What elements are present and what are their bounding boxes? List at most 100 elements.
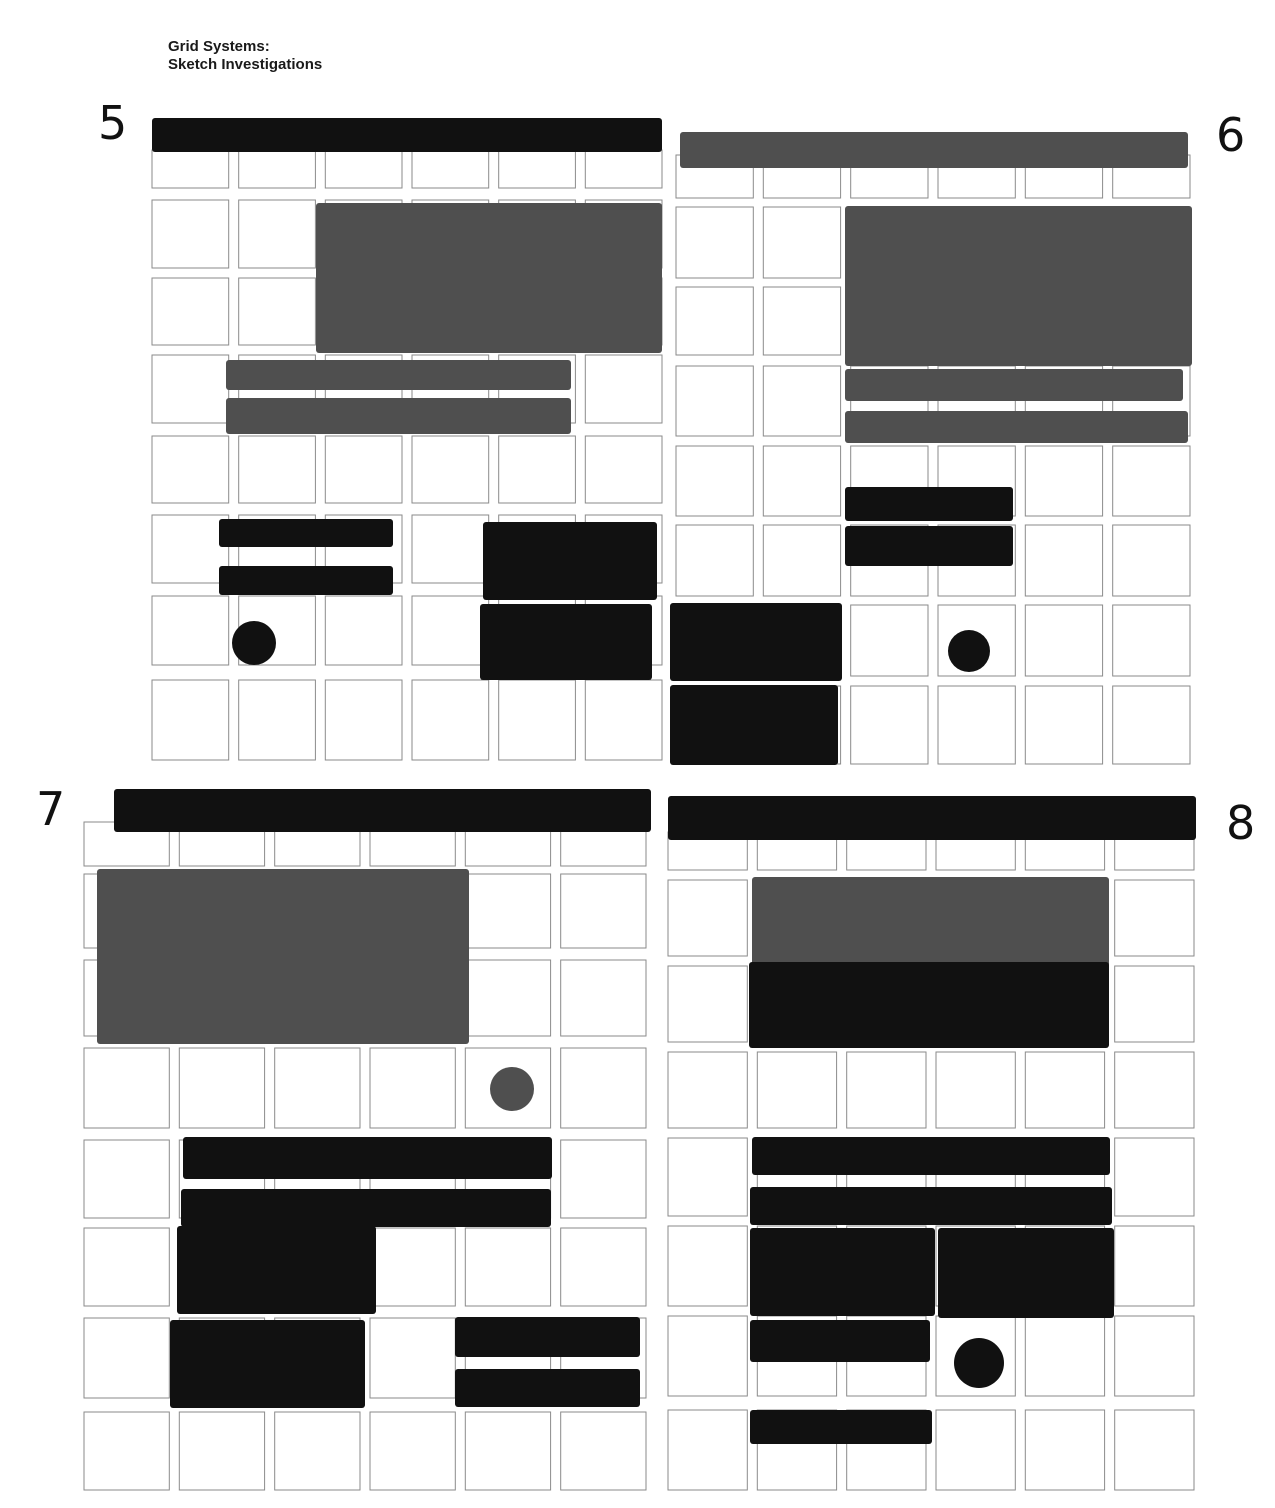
content-block — [750, 1228, 935, 1316]
sketch-number-6: 6 — [1216, 108, 1246, 162]
grid-cell — [937, 685, 1016, 765]
grid-cell — [935, 1409, 1016, 1491]
image-block — [845, 206, 1192, 366]
grid-cell — [762, 286, 842, 356]
grid-cell — [151, 679, 230, 761]
grid-cell — [675, 286, 754, 356]
content-block — [670, 685, 838, 765]
grid-cell — [850, 604, 929, 677]
grid-cell — [584, 149, 663, 189]
image-block — [749, 962, 1109, 1048]
grid-cell — [675, 206, 754, 279]
grid-cell — [324, 435, 403, 504]
grid-cell — [1024, 1315, 1106, 1397]
text-bar — [183, 1137, 552, 1179]
grid-cell — [151, 435, 230, 504]
bullet-dot — [490, 1067, 534, 1111]
grid-cell — [1024, 685, 1104, 765]
grid-cell — [1112, 524, 1191, 597]
grid-cell — [667, 1409, 748, 1491]
content-block — [670, 603, 842, 681]
grid-cell — [675, 445, 754, 517]
content-block — [480, 604, 652, 680]
grid-cell — [369, 1411, 456, 1491]
grid-cell — [83, 1411, 170, 1491]
grid-cell — [1114, 1409, 1195, 1491]
grid-cell — [151, 354, 230, 424]
grid-cell — [1114, 1315, 1195, 1397]
text-bar — [845, 526, 1013, 566]
content-block — [483, 522, 657, 600]
ink-layer — [97, 118, 1196, 1444]
grid-cell — [762, 206, 842, 279]
grid-cell — [584, 354, 663, 424]
sketch-number-8: 8 — [1226, 796, 1256, 850]
grid-cell — [151, 514, 230, 584]
grid-cell — [850, 685, 929, 765]
bullet-dot — [954, 1338, 1004, 1388]
headline-bar — [680, 132, 1188, 168]
bullet-dot — [232, 621, 276, 665]
grid-cell — [1114, 879, 1195, 957]
grid-cell — [411, 149, 490, 189]
grid-cell — [560, 1227, 647, 1307]
sketch-number-7: 7 — [36, 782, 66, 836]
grid-cell — [1024, 1051, 1106, 1129]
grid-cell — [1114, 1225, 1195, 1307]
content-block — [170, 1320, 365, 1408]
headline-bar — [152, 118, 662, 152]
text-bar — [750, 1410, 932, 1444]
grid-cell — [411, 514, 490, 584]
grid-cell — [238, 679, 316, 761]
grid-cell — [464, 959, 552, 1037]
grid-cell — [1024, 445, 1104, 517]
grid-cell — [238, 435, 316, 504]
grid-cell — [1024, 604, 1104, 677]
content-block — [177, 1226, 376, 1314]
grid-cell — [411, 435, 490, 504]
text-bar — [845, 487, 1013, 521]
grid-cell — [560, 1411, 647, 1491]
grid-cell — [762, 365, 842, 437]
text-bar — [219, 519, 393, 547]
text-bar — [226, 398, 571, 434]
image-block — [752, 877, 1109, 967]
grid-cell — [464, 1227, 552, 1307]
grid-cell — [369, 1317, 456, 1399]
grid-cell — [411, 595, 490, 666]
grid-cell — [762, 445, 842, 517]
grid-cell — [369, 1047, 456, 1129]
grid-cell — [324, 149, 403, 189]
grid-cell — [846, 1051, 927, 1129]
grid-cell — [762, 524, 842, 597]
grid-cell — [464, 1411, 552, 1491]
grid-cell — [560, 959, 647, 1037]
text-bar — [845, 411, 1188, 443]
grid-cell — [498, 149, 576, 189]
grid-cell — [464, 873, 552, 949]
grid-cell — [238, 149, 316, 189]
grid-cell — [1114, 1051, 1195, 1129]
grid-cell — [1112, 604, 1191, 677]
grid-cell — [83, 1227, 170, 1307]
text-bar — [181, 1189, 551, 1227]
grid-cell — [667, 1315, 748, 1397]
grid-cell — [1114, 965, 1195, 1043]
title-line-1: Grid Systems: — [168, 38, 270, 55]
content-block — [938, 1228, 1114, 1318]
image-block — [97, 869, 469, 1044]
text-bar — [455, 1369, 640, 1407]
sketch-number-5: 5 — [98, 96, 128, 150]
bullet-dot — [948, 630, 990, 672]
grid-cell — [498, 679, 576, 761]
grid-cell — [935, 1051, 1016, 1129]
grid-cell — [83, 1139, 170, 1219]
grid-cell — [667, 1137, 748, 1217]
headline-bar — [668, 796, 1196, 840]
title-line-2: Sketch Investigations — [168, 56, 323, 73]
grid-cell — [274, 1411, 361, 1491]
text-bar — [750, 1187, 1112, 1225]
grid-cell — [324, 679, 403, 761]
grid-cell — [1112, 685, 1191, 765]
headline-bar — [114, 789, 651, 832]
